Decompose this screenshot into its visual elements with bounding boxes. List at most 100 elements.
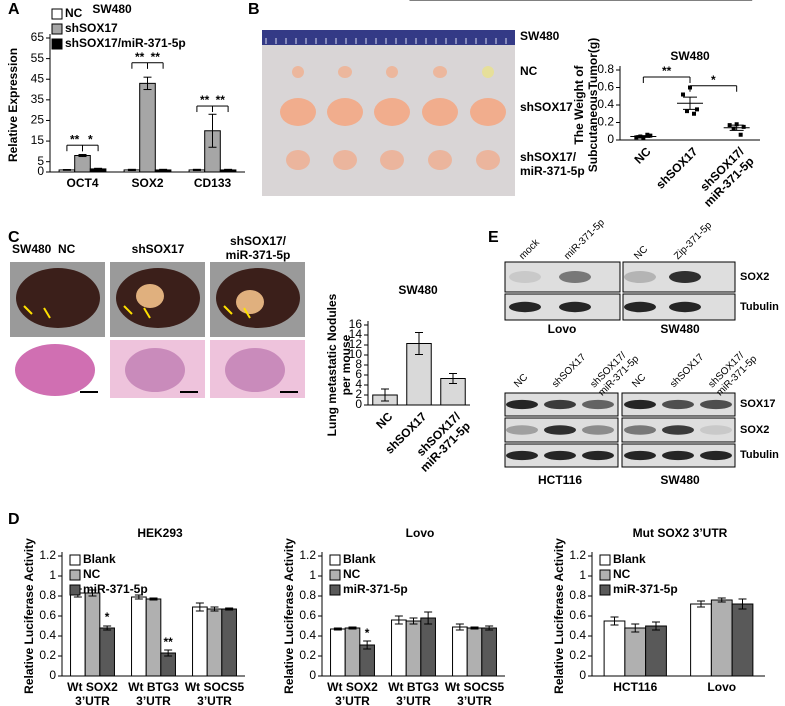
y-axis-label: Relative Luciferase Activity — [22, 538, 36, 694]
band — [662, 450, 694, 461]
legend-swatch — [69, 584, 81, 596]
band — [559, 301, 591, 313]
y-axis-label: Relative Luciferase Activity — [282, 538, 296, 694]
y-tick-label: 6 — [355, 367, 362, 381]
point — [692, 111, 696, 116]
legend-swatch — [329, 584, 341, 596]
legend-swatch — [599, 554, 611, 566]
band — [700, 450, 732, 461]
point — [645, 132, 650, 137]
y-tick-label: 0.8 — [39, 588, 56, 602]
y-tick-label: 0.4 — [39, 628, 56, 642]
significance: * — [711, 73, 716, 87]
y-tick-label: 25 — [31, 113, 45, 127]
y-tick-label: 15 — [31, 133, 45, 147]
lane-label: shSOX17 — [668, 352, 706, 390]
point — [734, 122, 739, 127]
bar — [452, 626, 468, 677]
photo-label: SW480 — [520, 29, 560, 43]
chart-title: Lovo — [406, 526, 435, 540]
band — [506, 450, 538, 461]
row-label: SOX2 — [740, 424, 769, 436]
lane-label: NC — [630, 372, 648, 390]
bar — [192, 606, 208, 677]
panel-label: A — [8, 1, 20, 18]
x-tick-label: Lovo — [707, 680, 736, 694]
photo-label: SW480 NC — [12, 242, 76, 256]
legend-swatch — [69, 554, 81, 566]
tumor — [327, 98, 363, 126]
y-tick-label: 0 — [355, 397, 362, 411]
tissue — [125, 348, 185, 392]
significance: ** — [576, 0, 586, 6]
tumor — [482, 66, 494, 78]
legend-label: NC — [83, 567, 101, 581]
y-tick-label: 12 — [349, 337, 363, 351]
x-tick-label: NC — [373, 409, 395, 431]
tumor — [280, 98, 316, 126]
significance: ** — [163, 635, 173, 649]
bar — [206, 608, 223, 677]
bar — [405, 620, 422, 677]
y-tick-label: 0.4 — [299, 628, 316, 642]
x-tick-label: Wt SOCS5 3’UTR — [185, 680, 245, 706]
bar — [690, 603, 712, 677]
y-tick-label: 1.2 — [299, 548, 316, 562]
tissue — [15, 344, 95, 396]
band — [559, 271, 591, 283]
nodule — [236, 290, 264, 314]
significance: ** — [200, 93, 210, 107]
bar — [645, 625, 667, 677]
tumor — [333, 150, 357, 170]
panel-label: C — [8, 229, 20, 246]
x-tick-label: Wt BTG3 3’UTR — [128, 680, 179, 706]
tumor — [338, 66, 352, 78]
x-tick-label: CD133 — [194, 176, 232, 190]
x-tick-label: Wt SOX2 3’UTR — [327, 680, 378, 706]
y-tick-label: 0 — [309, 668, 316, 682]
ruler — [262, 30, 515, 45]
point — [685, 109, 689, 114]
tumor — [374, 98, 410, 126]
y-tick-label: 1 — [49, 568, 56, 582]
band — [506, 425, 538, 435]
legend-label: NC — [613, 567, 631, 581]
y-tick-label: 0.4 — [597, 97, 614, 111]
band — [700, 425, 732, 435]
legend-swatch — [51, 38, 63, 50]
bar — [70, 592, 86, 677]
photo-label: shSOX17 — [520, 100, 573, 114]
y-tick-label: 0.6 — [597, 80, 614, 94]
y-tick-label: 16 — [349, 317, 363, 331]
bar — [145, 598, 162, 677]
y-tick-label: 1 — [579, 568, 586, 582]
band — [669, 271, 701, 283]
significance: * — [600, 0, 605, 6]
panel-label: B — [248, 1, 260, 18]
y-tick-label: 0.2 — [597, 115, 614, 129]
y-tick-label: 1.2 — [39, 548, 56, 562]
chart-title: Mut SOX2 3’UTR — [633, 526, 728, 540]
band — [624, 399, 656, 410]
lung — [16, 268, 100, 328]
arrow — [223, 305, 233, 315]
bar — [344, 627, 361, 677]
legend-swatch — [69, 569, 81, 581]
cell-label: Lovo — [548, 322, 577, 336]
legend-swatch — [599, 584, 611, 596]
x-tick-label: OCT4 — [66, 176, 98, 190]
y-tick-label: 0.8 — [569, 588, 586, 602]
nodule — [136, 284, 164, 308]
lane-label: shSOX17/miR-371-5p — [706, 345, 759, 398]
chart-title: SW480 — [92, 2, 132, 16]
legend-label: miR-371-5p — [83, 582, 148, 596]
legend-swatch — [51, 23, 63, 35]
bar — [131, 596, 147, 677]
legend-label: Blank — [613, 552, 646, 566]
band — [662, 425, 694, 435]
band — [582, 450, 614, 461]
lane-label: miR-371-5p — [562, 217, 607, 262]
significance: ** — [135, 50, 145, 64]
row-label: SOX2 — [740, 271, 769, 283]
